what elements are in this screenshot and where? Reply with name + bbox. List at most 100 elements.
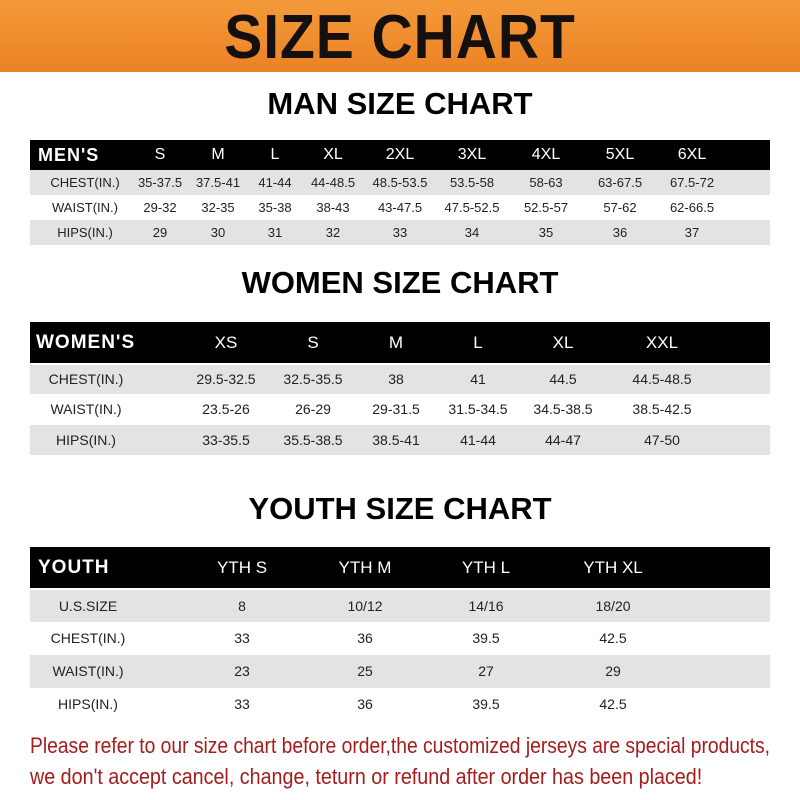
size-column-header: XS bbox=[214, 333, 238, 352]
table-corner-label: YOUTH bbox=[38, 557, 110, 578]
table-cell: 29-31.5 bbox=[372, 401, 420, 417]
notice-line-1: Please refer to our size chart before or… bbox=[30, 733, 770, 758]
table-cell: 14/16 bbox=[468, 598, 504, 614]
table-cell: 26-29 bbox=[295, 401, 331, 417]
table-row: HIPS(IN.) 33-35.5 35.5-38.5 38.5-41 41-44 44-… bbox=[30, 425, 770, 455]
measurement-label: WAIST(IN.) bbox=[50, 401, 122, 417]
table-cell: 29 bbox=[152, 225, 168, 240]
table-row: CHEST(IN.) 35-37.5 37.5-41 41-44 44-48.5 48.5… bbox=[30, 170, 770, 195]
measurement-label: HIPS(IN.) bbox=[58, 696, 118, 712]
women-section-title: WOMEN SIZE CHART bbox=[241, 265, 559, 300]
table-cell: 44-47 bbox=[545, 432, 581, 448]
size-column-header: M bbox=[388, 333, 404, 352]
table-corner-label: WOMEN'S bbox=[36, 332, 136, 353]
table-cell: 47.5-52.5 bbox=[444, 200, 500, 215]
table-cell: 52.5-57 bbox=[523, 200, 569, 215]
size-column-header: S bbox=[307, 333, 319, 352]
table-row: WAIST(IN.) 29-32 32-35 35-38 38-43 43-47.5 47.… bbox=[30, 195, 770, 220]
table-cell: 34.5-38.5 bbox=[533, 401, 593, 417]
table-cell: 33 bbox=[392, 225, 408, 240]
table-cell: 44-48.5 bbox=[310, 175, 356, 190]
table-cell: 42.5 bbox=[599, 630, 627, 646]
table-cell: 48.5-53.5 bbox=[372, 175, 428, 190]
table-cell: 23.5-26 bbox=[202, 401, 250, 417]
measurement-label: CHEST(IN.) bbox=[50, 630, 126, 646]
table-cell: 27 bbox=[478, 663, 494, 679]
notice-line-2: we don't accept cancel, change, teturn o… bbox=[30, 764, 703, 789]
men-section-title: MAN SIZE CHART bbox=[267, 86, 533, 121]
table-cell: 43-47.5 bbox=[377, 200, 423, 215]
size-column-header: 6XL bbox=[677, 146, 707, 163]
size-column-header: XL bbox=[552, 333, 574, 352]
table-cell: 44.5 bbox=[549, 371, 577, 387]
table-header-row: WOMEN'S XS S M L XL XXL bbox=[30, 322, 770, 363]
size-column-header: YTH XL bbox=[583, 558, 643, 577]
size-column-header: L bbox=[270, 146, 280, 163]
size-column-header: M bbox=[211, 146, 225, 163]
table-cell: 38-43 bbox=[316, 200, 350, 215]
measurement-label: WAIST(IN.) bbox=[52, 200, 118, 215]
table-cell: 58-63 bbox=[529, 175, 563, 190]
table-row: WAIST(IN.) 23.5-26 26-29 29-31.5 31.5-34.5 34… bbox=[30, 395, 770, 424]
table-cell: 36 bbox=[612, 225, 628, 240]
table-cell: 35-37.5 bbox=[137, 175, 183, 190]
measurement-label: CHEST(IN.) bbox=[50, 175, 120, 190]
table-cell: 32.5-35.5 bbox=[283, 371, 343, 387]
size-column-header: 4XL bbox=[531, 146, 561, 163]
table-row: CHEST(IN.) 29.5-32.5 32.5-35.5 38 41 44.5 44.5… bbox=[30, 365, 770, 394]
table-cell: 33-35.5 bbox=[202, 432, 250, 448]
table-header-row: YOUTH YTH S YTH M YTH L YTH XL bbox=[30, 547, 770, 588]
table-cell: 42.5 bbox=[599, 696, 627, 712]
size-column-header: 3XL bbox=[457, 146, 487, 163]
table-row: U.S.SIZE 8 10/12 14/16 18/20 bbox=[30, 590, 770, 622]
table-cell: 31 bbox=[267, 225, 283, 240]
table-cell: 62-66.5 bbox=[669, 200, 715, 215]
table-cell: 23 bbox=[234, 663, 250, 679]
table-cell: 37 bbox=[684, 225, 700, 240]
measurement-label: U.S.SIZE bbox=[58, 598, 118, 614]
table-row: HIPS(IN.) 33 36 39.5 42.5 bbox=[30, 688, 770, 720]
measurement-label: HIPS(IN.) bbox=[57, 225, 113, 240]
table-cell: 31.5-34.5 bbox=[448, 401, 508, 417]
table-cell: 41 bbox=[470, 371, 486, 387]
table-cell: 37.5-41 bbox=[195, 175, 241, 190]
table-row: HIPS(IN.) 29 30 31 32 33 34 35 36 37 bbox=[30, 220, 770, 245]
table-cell: 29-32 bbox=[143, 200, 177, 215]
table-cell: 32-35 bbox=[201, 200, 235, 215]
table-cell: 35 bbox=[538, 225, 554, 240]
table-cell: 38.5-41 bbox=[372, 432, 420, 448]
table-cell: 29.5-32.5 bbox=[196, 371, 256, 387]
size-column-header: YTH M bbox=[338, 558, 392, 577]
table-cell: 41-44 bbox=[258, 175, 292, 190]
measurement-label: CHEST(IN.) bbox=[48, 371, 124, 387]
banner-title: SIZE CHART bbox=[224, 3, 576, 72]
size-column-header: XXL bbox=[645, 333, 679, 352]
table-cell: 25 bbox=[357, 663, 373, 679]
measurement-label: WAIST(IN.) bbox=[52, 663, 124, 679]
size-column-header: L bbox=[473, 333, 483, 352]
table-cell: 34 bbox=[464, 225, 480, 240]
table-cell: 44.5-48.5 bbox=[632, 371, 692, 387]
table-cell: 63-67.5 bbox=[597, 175, 643, 190]
table-cell: 33 bbox=[234, 696, 250, 712]
table-cell: 35.5-38.5 bbox=[283, 432, 343, 448]
table-cell: 33 bbox=[234, 630, 250, 646]
size-column-header: YTH L bbox=[461, 558, 511, 577]
table-cell: 36 bbox=[357, 696, 373, 712]
table-cell: 29 bbox=[605, 663, 621, 679]
table-row: WAIST(IN.) 23 25 27 29 bbox=[30, 655, 770, 688]
table-cell: 57-62 bbox=[603, 200, 637, 215]
table-cell: 10/12 bbox=[347, 598, 383, 614]
size-column-header: 2XL bbox=[385, 146, 415, 163]
size-column-header: 5XL bbox=[605, 146, 635, 163]
size-column-header: S bbox=[154, 146, 166, 163]
table-row: CHEST(IN.) 33 36 39.5 42.5 bbox=[30, 622, 770, 655]
measurement-label: HIPS(IN.) bbox=[56, 432, 116, 448]
table-cell: 36 bbox=[357, 630, 373, 646]
table-cell: 8 bbox=[238, 598, 246, 614]
table-cell: 39.5 bbox=[472, 630, 500, 646]
table-cell: 32 bbox=[325, 225, 341, 240]
table-cell: 67.5-72 bbox=[669, 175, 715, 190]
table-cell: 30 bbox=[210, 225, 226, 240]
youth-section-title: YOUTH SIZE CHART bbox=[248, 491, 552, 526]
